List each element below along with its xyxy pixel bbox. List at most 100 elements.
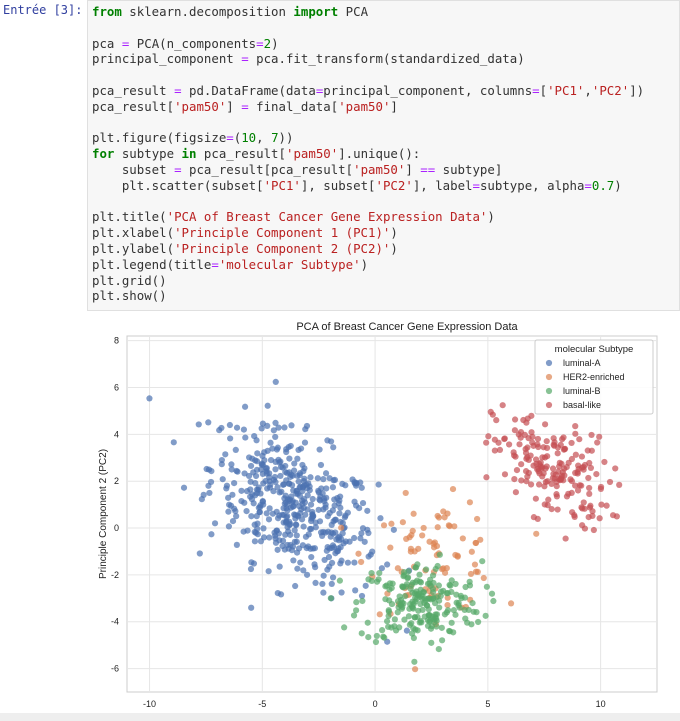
data-point-luminal-A — [403, 627, 410, 634]
data-point-luminal-B — [438, 624, 445, 631]
data-point-basal-like — [580, 499, 587, 506]
data-point-luminal-A — [320, 495, 328, 502]
data-point-luminal-A — [228, 466, 235, 473]
data-point-luminal-B — [448, 588, 455, 596]
data-point-basal-like — [576, 436, 583, 443]
data-point-luminal-A — [272, 433, 279, 441]
data-point-luminal-B — [350, 612, 358, 619]
data-point-luminal-B — [462, 583, 469, 591]
data-point-luminal-A — [311, 561, 318, 568]
legend-title: molecular Subtype — [555, 344, 634, 355]
code-token: 'PC2' — [375, 177, 413, 193]
data-point-basal-like — [548, 506, 555, 513]
data-point-basal-like — [530, 514, 537, 521]
code-token: plt.title( — [92, 209, 167, 225]
data-point-luminal-B — [383, 618, 391, 625]
code-token: ) — [390, 240, 398, 256]
data-point-luminal-A — [272, 419, 279, 427]
data-point-basal-like — [493, 417, 500, 424]
data-point-luminal-A — [329, 574, 337, 581]
y-tick-label: 2 — [114, 476, 119, 486]
data-point-basal-like — [544, 478, 551, 485]
data-point-luminal-B — [475, 618, 482, 626]
data-point-basal-like — [568, 439, 575, 447]
code-token: ) — [271, 35, 279, 51]
data-point-basal-like — [485, 433, 492, 440]
data-point-HER2-enriched — [474, 515, 481, 523]
data-point-HER2-enriched — [451, 523, 458, 530]
data-point-luminal-A — [247, 565, 255, 573]
data-point-luminal-A — [359, 499, 367, 507]
data-point-luminal-A — [361, 538, 368, 545]
data-point-luminal-A — [276, 563, 283, 570]
data-point-basal-like — [523, 419, 530, 426]
data-point-luminal-A — [277, 472, 284, 480]
legend-marker — [545, 359, 553, 367]
data-point-luminal-A — [317, 461, 325, 469]
legend-marker — [545, 387, 553, 395]
data-point-luminal-A — [253, 466, 261, 473]
data-point-luminal-B — [436, 551, 443, 558]
data-point-luminal-A — [247, 486, 254, 493]
code-token: 'pam50' — [338, 98, 391, 114]
code-token: = — [174, 161, 182, 177]
data-point-luminal-A — [291, 527, 298, 534]
data-point-basal-like — [516, 441, 523, 448]
data-point-basal-like — [541, 501, 548, 508]
data-point-luminal-A — [312, 519, 319, 526]
data-point-luminal-A — [315, 506, 322, 513]
data-point-luminal-A — [314, 475, 321, 482]
data-point-luminal-B — [410, 625, 417, 632]
data-point-luminal-A — [238, 487, 245, 494]
data-point-basal-like — [535, 443, 542, 451]
x-tick-label: 0 — [373, 699, 378, 709]
y-tick-label: 6 — [114, 383, 119, 393]
code-editor[interactable]: from sklearn.decomposition import PCA pca… — [92, 4, 644, 304]
code-token: 'Principle Component 1 (PC1)' — [174, 225, 391, 241]
data-point-luminal-A — [265, 516, 273, 523]
data-point-luminal-B — [358, 630, 365, 637]
data-point-luminal-A — [198, 496, 205, 503]
data-point-luminal-A — [228, 461, 235, 468]
data-point-luminal-A — [330, 444, 337, 451]
data-point-basal-like — [532, 456, 540, 463]
data-point-luminal-A — [323, 485, 330, 492]
data-point-luminal-B — [410, 605, 417, 612]
data-point-luminal-A — [300, 567, 307, 574]
data-point-basal-like — [576, 482, 583, 489]
data-point-basal-like — [511, 476, 518, 483]
data-point-luminal-A — [327, 533, 334, 540]
code-token: 'pam50' — [174, 98, 227, 114]
data-point-luminal-A — [251, 432, 258, 440]
data-point-luminal-A — [203, 465, 210, 473]
horizontal-scrollbar[interactable] — [0, 713, 680, 721]
code-line: plt.figure(figsize=(10, 7)) — [92, 130, 644, 146]
code-cell[interactable]: from sklearn.decomposition import PCA pca… — [87, 0, 680, 311]
data-point-luminal-A — [264, 402, 271, 409]
data-point-HER2-enriched — [433, 542, 441, 550]
code-token: 'PCA of Breast Cancer Gene Expression Da… — [166, 209, 488, 225]
data-point-basal-like — [558, 460, 565, 467]
data-point-basal-like — [536, 460, 543, 468]
data-point-luminal-B — [385, 623, 392, 630]
data-point-luminal-A — [352, 587, 359, 594]
data-point-basal-like — [579, 522, 586, 529]
data-point-luminal-A — [195, 421, 202, 428]
data-point-basal-like — [561, 445, 569, 453]
data-point-basal-like — [487, 408, 494, 416]
data-point-basal-like — [545, 496, 552, 503]
data-point-luminal-B — [450, 607, 457, 614]
data-point-basal-like — [557, 441, 564, 448]
data-point-luminal-B — [435, 582, 442, 589]
data-point-basal-like — [491, 447, 498, 454]
data-point-luminal-A — [260, 480, 267, 487]
data-point-basal-like — [596, 515, 603, 522]
data-point-luminal-A — [351, 559, 358, 566]
data-point-HER2-enriched — [415, 545, 422, 552]
code-token: , — [256, 130, 272, 146]
data-point-luminal-A — [359, 525, 367, 532]
data-point-luminal-A — [208, 531, 215, 538]
data-point-basal-like — [598, 501, 605, 508]
data-point-luminal-A — [308, 553, 315, 561]
data-point-luminal-B — [461, 606, 468, 614]
